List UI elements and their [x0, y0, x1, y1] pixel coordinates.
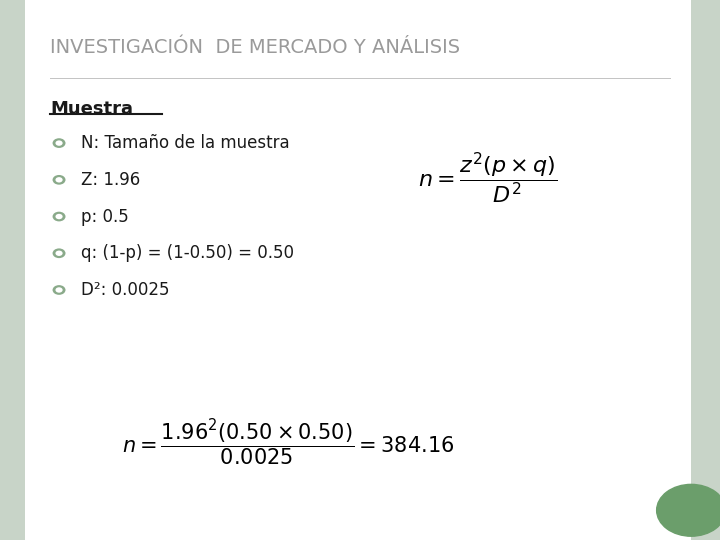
- Circle shape: [53, 285, 66, 295]
- Text: Z: 1.96: Z: 1.96: [81, 171, 140, 189]
- Circle shape: [53, 248, 66, 258]
- Text: D²: 0.0025: D²: 0.0025: [81, 281, 169, 299]
- Circle shape: [53, 212, 66, 221]
- Circle shape: [55, 251, 63, 256]
- FancyBboxPatch shape: [25, 0, 691, 540]
- Circle shape: [53, 175, 66, 185]
- Text: $n = \dfrac{z^{2}(p \times q)}{D^{2}}$: $n = \dfrac{z^{2}(p \times q)}{D^{2}}$: [418, 150, 557, 206]
- Circle shape: [53, 138, 66, 148]
- Text: q: (1-p) = (1-0.50) = 0.50: q: (1-p) = (1-0.50) = 0.50: [81, 244, 294, 262]
- Text: $n = \dfrac{1.96^{2}(0.50 \times 0.50)}{0.0025} = 384.16$: $n = \dfrac{1.96^{2}(0.50 \times 0.50)}{…: [122, 417, 455, 468]
- Circle shape: [55, 140, 63, 146]
- Text: N: Tamaño de la muestra: N: Tamaño de la muestra: [81, 134, 289, 152]
- Circle shape: [55, 214, 63, 219]
- Circle shape: [657, 484, 720, 536]
- Circle shape: [55, 287, 63, 293]
- Text: INVESTIGACIÓN  DE MERCADO Y ANÁLISIS: INVESTIGACIÓN DE MERCADO Y ANÁLISIS: [50, 38, 461, 57]
- Text: p: 0.5: p: 0.5: [81, 207, 128, 226]
- Text: Muestra: Muestra: [50, 100, 133, 118]
- Circle shape: [55, 177, 63, 183]
